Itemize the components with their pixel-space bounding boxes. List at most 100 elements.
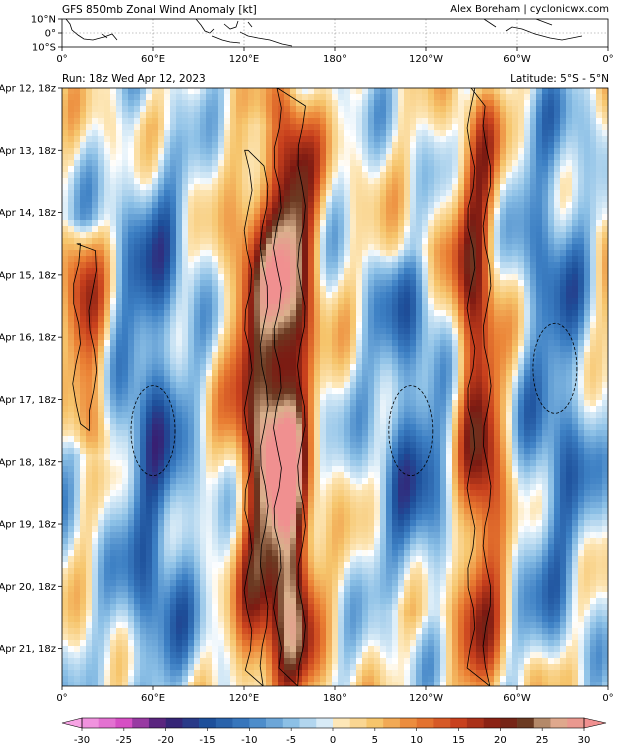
field-cell	[536, 298, 543, 305]
field-cell	[326, 406, 333, 413]
field-cell	[62, 394, 69, 401]
field-cell	[344, 406, 351, 413]
field-cell	[350, 382, 357, 389]
field-cell	[146, 412, 153, 419]
field-cell	[410, 130, 417, 137]
field-cell	[122, 280, 129, 287]
field-cell	[464, 292, 471, 299]
field-cell	[584, 112, 591, 119]
field-cell	[596, 256, 603, 263]
field-cell	[248, 202, 255, 209]
field-cell	[362, 382, 369, 389]
field-cell	[410, 250, 417, 257]
field-cell	[296, 166, 303, 173]
field-cell	[128, 304, 135, 311]
field-cell	[440, 94, 447, 101]
field-cell	[380, 208, 387, 215]
field-cell	[290, 130, 297, 137]
field-cell	[482, 166, 489, 173]
field-cell	[86, 346, 93, 353]
field-cell	[350, 172, 357, 179]
field-cell	[326, 382, 333, 389]
field-cell	[206, 376, 213, 383]
field-cell	[374, 154, 381, 161]
field-cell	[146, 100, 153, 107]
field-cell	[356, 232, 363, 239]
field-cell	[326, 160, 333, 167]
field-cell	[134, 220, 141, 227]
field-cell	[404, 310, 411, 317]
field-cell	[182, 400, 189, 407]
field-cell	[284, 262, 291, 269]
field-cell	[272, 172, 279, 179]
field-cell	[236, 400, 243, 407]
field-cell	[338, 202, 345, 209]
field-cell	[554, 202, 561, 209]
field-cell	[326, 388, 333, 395]
field-cell	[488, 184, 495, 191]
field-cell	[140, 268, 147, 275]
field-cell	[350, 244, 357, 251]
field-cell	[512, 184, 519, 191]
field-cell	[146, 328, 153, 335]
field-cell	[368, 220, 375, 227]
field-cell	[128, 364, 135, 371]
field-cell	[344, 370, 351, 377]
field-cell	[104, 322, 111, 329]
field-cell	[164, 220, 171, 227]
field-cell	[302, 184, 309, 191]
field-cell	[236, 322, 243, 329]
field-cell	[548, 130, 555, 137]
field-cell	[560, 220, 567, 227]
field-cell	[404, 304, 411, 311]
field-cell	[476, 328, 483, 335]
field-cell	[152, 280, 159, 287]
field-cell	[308, 100, 315, 107]
field-cell	[482, 382, 489, 389]
field-cell	[476, 232, 483, 239]
field-cell	[98, 160, 105, 167]
field-cell	[452, 172, 459, 179]
field-cell	[218, 352, 225, 359]
field-cell	[344, 292, 351, 299]
field-cell	[440, 196, 447, 203]
field-cell	[596, 124, 603, 131]
field-cell	[248, 160, 255, 167]
field-cell	[230, 274, 237, 281]
field-cell	[290, 172, 297, 179]
field-cell	[242, 274, 249, 281]
field-cell	[68, 178, 75, 185]
field-cell	[404, 388, 411, 395]
field-cell	[80, 190, 87, 197]
field-cell	[254, 400, 261, 407]
field-cell	[404, 364, 411, 371]
field-cell	[242, 238, 249, 245]
field-cell	[584, 406, 591, 413]
field-cell	[560, 190, 567, 197]
field-cell	[140, 256, 147, 263]
field-cell	[410, 112, 417, 119]
field-cell	[506, 136, 513, 143]
field-cell	[350, 334, 357, 341]
field-cell	[584, 370, 591, 377]
field-cell	[524, 250, 531, 257]
field-cell	[554, 352, 561, 359]
field-cell	[236, 226, 243, 233]
field-cell	[494, 340, 501, 347]
field-cell	[266, 328, 273, 335]
field-cell	[224, 256, 231, 263]
field-cell	[596, 208, 603, 215]
field-cell	[392, 256, 399, 263]
field-cell	[164, 166, 171, 173]
field-cell	[302, 178, 309, 185]
field-cell	[254, 250, 261, 257]
field-cell	[260, 106, 267, 113]
field-cell	[560, 250, 567, 257]
field-cell	[302, 112, 309, 119]
field-cell	[236, 310, 243, 317]
field-cell	[314, 394, 321, 401]
field-cell	[584, 316, 591, 323]
field-cell	[536, 184, 543, 191]
field-cell	[116, 304, 123, 311]
field-cell	[314, 166, 321, 173]
